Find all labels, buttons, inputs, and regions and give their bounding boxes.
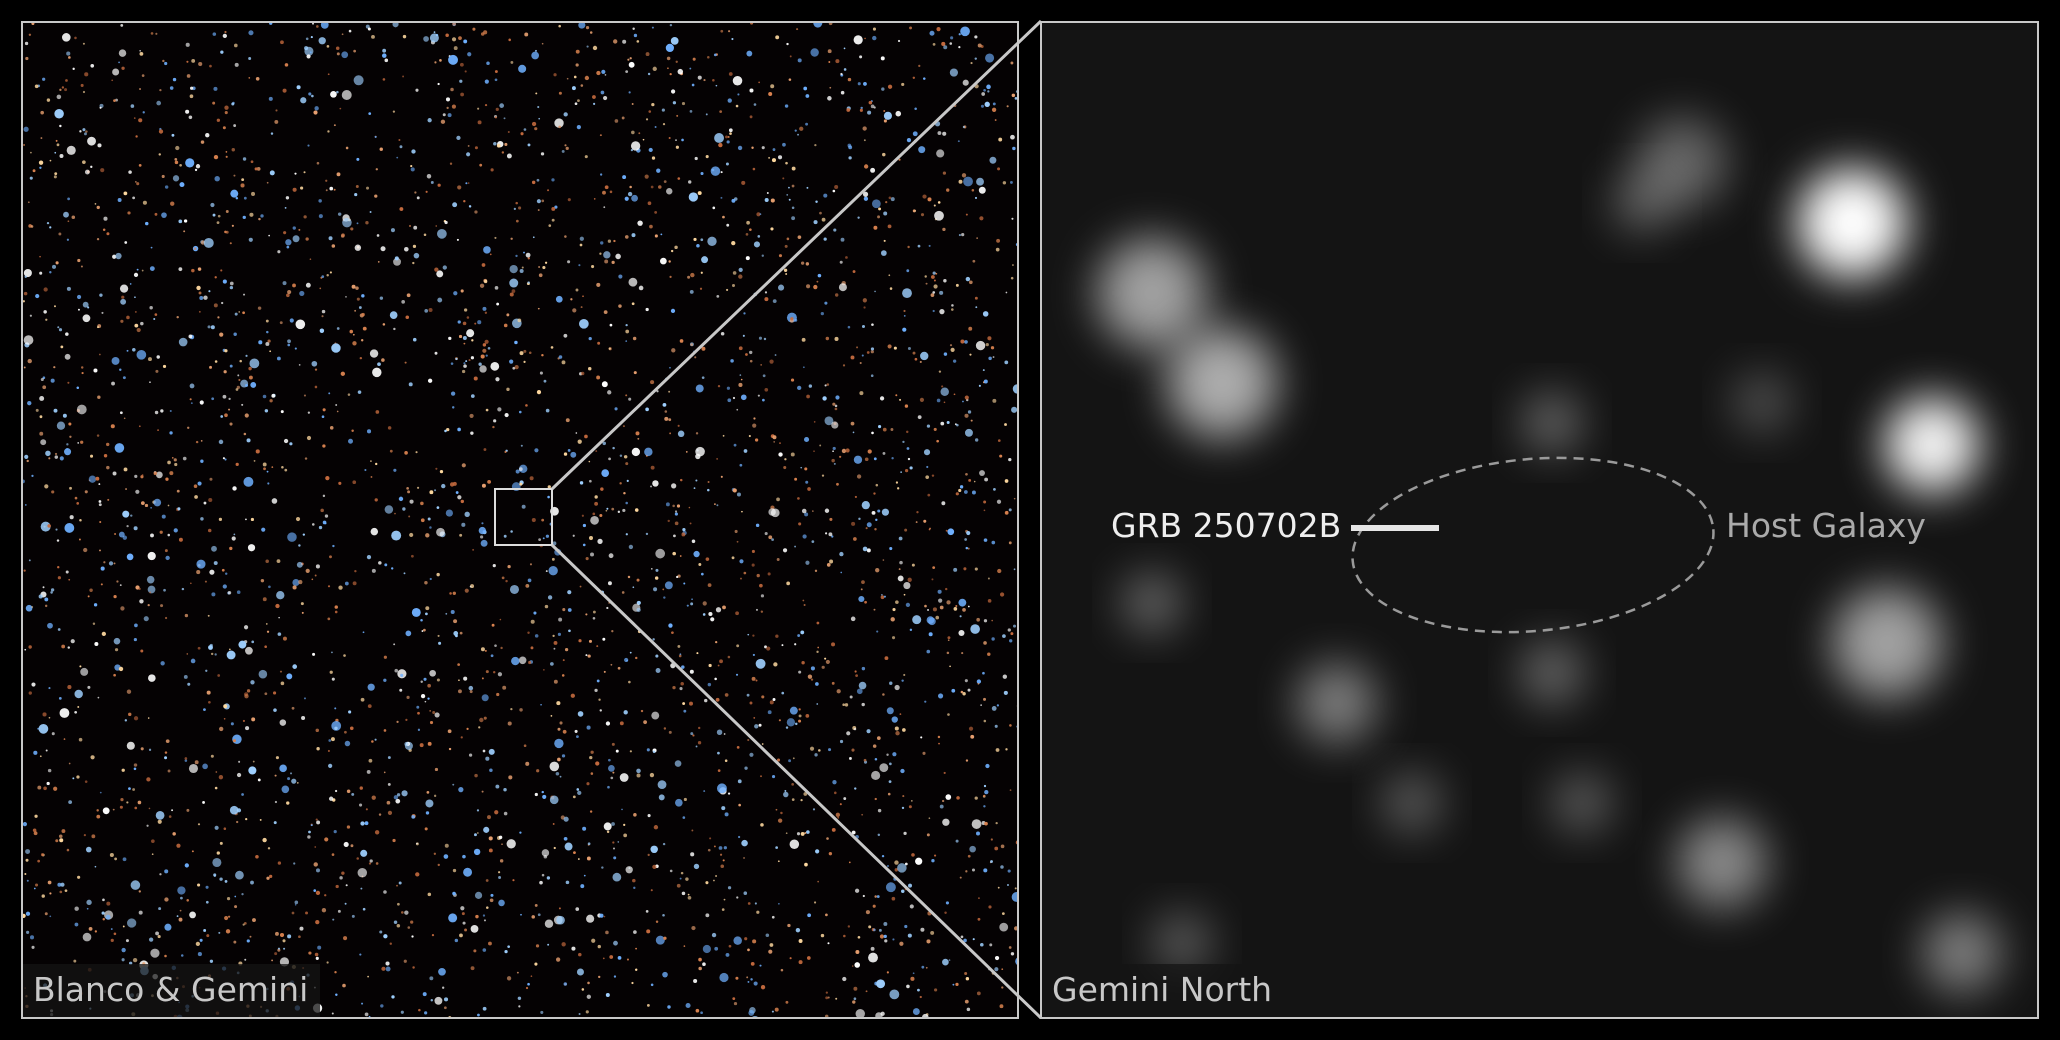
zoomed-field xyxy=(1097,118,2002,993)
grb-label: GRB 250702B xyxy=(1111,506,1342,545)
right-credit: Gemini North xyxy=(1042,964,1285,1017)
left-credit: Blanco & Gemini xyxy=(23,964,321,1017)
starfield xyxy=(23,23,1017,1017)
grb-marker-bar xyxy=(1351,525,1439,531)
host-galaxy-label: Host Galaxy xyxy=(1726,506,1926,545)
blanco-gemini-starfield-image: Blanco & Gemini xyxy=(21,21,1019,1019)
